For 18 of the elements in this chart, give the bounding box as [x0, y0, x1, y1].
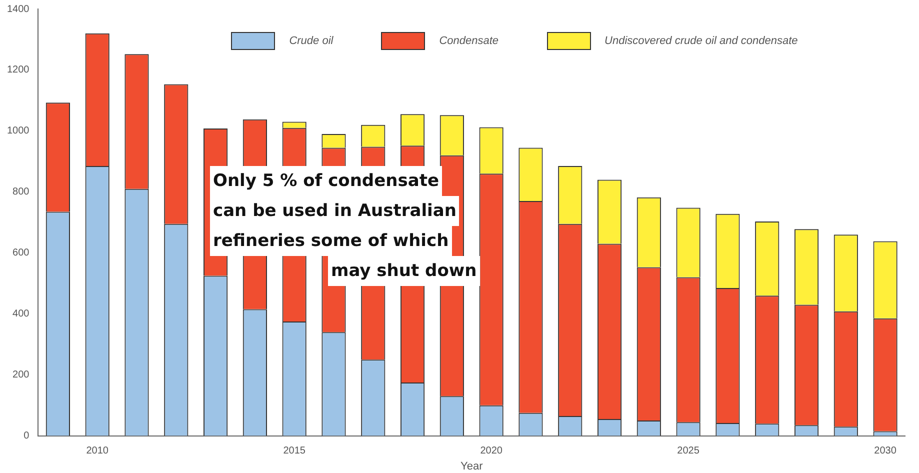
- y-tick-label: 1000: [6, 126, 30, 137]
- legend-label: Condensate: [439, 35, 499, 47]
- x-tick-label: 2020: [480, 446, 503, 457]
- y-tick-label: 600: [12, 248, 30, 259]
- y-tick-label: 400: [12, 308, 30, 320]
- annotation: Only 5 % of condensate can be used in Australian refineries some of which may shut down: [212, 170, 478, 283]
- x-tick-label: 2025: [677, 446, 700, 457]
- x-tick-label: 2015: [283, 446, 306, 457]
- legend-label: Undiscovered crude oil and condensate: [604, 35, 798, 47]
- legend-label: Crude oil: [289, 35, 334, 47]
- x-tick-label: 2030: [874, 446, 897, 457]
- x-tick-label: 2010: [86, 446, 109, 457]
- x-axis-title: Year: [460, 460, 484, 472]
- y-tick-label: 1200: [6, 64, 30, 76]
- y-tick-label: 0: [24, 430, 30, 442]
- y-tick-label: 1400: [6, 4, 30, 15]
- y-tick-label: 200: [12, 370, 30, 381]
- y-tick-label: 800: [12, 186, 30, 198]
